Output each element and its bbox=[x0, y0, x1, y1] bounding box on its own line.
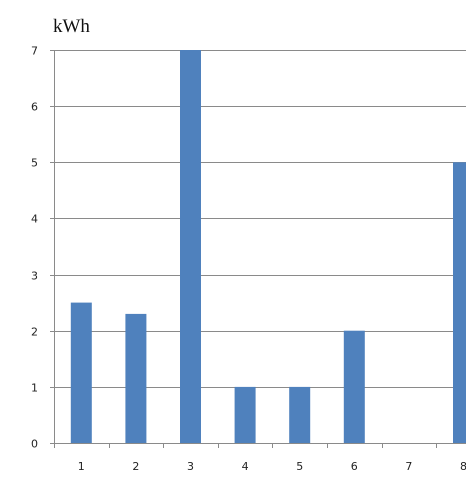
bar-3 bbox=[180, 50, 201, 443]
bar-2 bbox=[125, 313, 147, 443]
y-tick-label: 1 bbox=[31, 382, 38, 395]
y-axis-label: kWh bbox=[53, 16, 90, 37]
y-tick-label: 4 bbox=[31, 213, 38, 226]
gridlines bbox=[54, 50, 466, 388]
x-tick-label: 8 bbox=[460, 460, 466, 473]
x-tick-labels: 1 2 3 4 5 6 7 8 bbox=[78, 460, 466, 473]
y-tick-label: 6 bbox=[31, 101, 38, 114]
y-tick-labels: 0 1 2 3 4 5 6 7 bbox=[31, 45, 38, 451]
y-tick-label: 0 bbox=[31, 438, 38, 451]
x-tick-label: 2 bbox=[132, 460, 139, 473]
bar-1 bbox=[70, 302, 92, 443]
bar-8 bbox=[453, 162, 466, 444]
x-tick-label: 7 bbox=[405, 460, 412, 473]
bar-4 bbox=[234, 386, 256, 443]
bar-5 bbox=[289, 386, 311, 443]
y-tick-label: 3 bbox=[31, 270, 38, 283]
y-tick-label: 5 bbox=[31, 157, 38, 170]
y-tick-label: 2 bbox=[31, 326, 38, 339]
x-tick-label: 1 bbox=[78, 460, 85, 473]
bars bbox=[70, 50, 466, 444]
x-tick-label: 3 bbox=[187, 460, 194, 473]
x-tick-label: 6 bbox=[351, 460, 358, 473]
x-tick-label: 4 bbox=[242, 460, 249, 473]
bar-6 bbox=[343, 330, 365, 443]
y-tick-label: 7 bbox=[31, 45, 38, 58]
axes bbox=[50, 50, 466, 448]
x-tick-label: 5 bbox=[296, 460, 303, 473]
